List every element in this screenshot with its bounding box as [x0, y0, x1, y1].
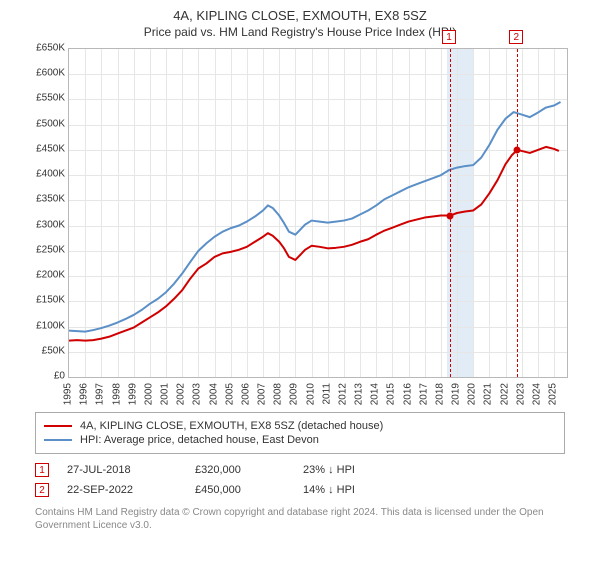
- x-axis-label: 2021: [483, 383, 494, 405]
- legend-item: 4A, KIPLING CLOSE, EXMOUTH, EX8 5SZ (det…: [44, 419, 556, 433]
- x-axis-label: 2001: [160, 383, 171, 405]
- sale-row-date: 27-JUL-2018: [67, 464, 177, 476]
- chart-title: 4A, KIPLING CLOSE, EXMOUTH, EX8 5SZ: [0, 8, 600, 23]
- y-axis-label: £600K: [36, 68, 65, 79]
- sale-marker-line: [517, 49, 518, 377]
- y-axis-label: £500K: [36, 118, 65, 129]
- x-axis-label: 2000: [143, 383, 154, 405]
- x-axis-label: 2022: [499, 383, 510, 405]
- line-series-svg: [69, 49, 567, 377]
- sale-row-price: £320,000: [195, 464, 285, 476]
- legend-box: 4A, KIPLING CLOSE, EXMOUTH, EX8 5SZ (det…: [35, 412, 565, 454]
- legend-swatch: [44, 439, 72, 441]
- x-axis-label: 2017: [418, 383, 429, 405]
- y-axis-label: £250K: [36, 244, 65, 255]
- x-axis-label: 2016: [402, 383, 413, 405]
- sale-marker-dot: [447, 212, 454, 219]
- x-axis-label: 2013: [354, 383, 365, 405]
- sale-row-delta: 14% ↓ HPI: [303, 484, 393, 496]
- sale-row: 2 22-SEP-2022 £450,000 14% ↓ HPI: [35, 480, 565, 500]
- y-axis-label: £550K: [36, 93, 65, 104]
- x-axis-label: 2020: [467, 383, 478, 405]
- x-axis-label: 2004: [208, 383, 219, 405]
- legend-swatch: [44, 425, 72, 427]
- x-axis-label: 1995: [63, 383, 74, 405]
- legend-label: HPI: Average price, detached house, East…: [80, 434, 319, 446]
- sale-row-date: 22-SEP-2022: [67, 484, 177, 496]
- sale-row-marker: 1: [35, 463, 49, 477]
- x-axis-label: 2018: [434, 383, 445, 405]
- x-axis-label: 2011: [321, 383, 332, 405]
- x-axis-label: 2024: [531, 383, 542, 405]
- plot-box: [68, 48, 568, 378]
- x-axis-label: 2006: [240, 383, 251, 405]
- series-line: [69, 147, 559, 341]
- y-axis-label: £650K: [36, 43, 65, 54]
- sale-row-price: £450,000: [195, 484, 285, 496]
- sale-marker-box: 2: [509, 30, 523, 44]
- sale-row-delta: 23% ↓ HPI: [303, 464, 393, 476]
- x-axis-label: 2009: [289, 383, 300, 405]
- y-axis-label: £150K: [36, 295, 65, 306]
- x-axis-label: 2014: [370, 383, 381, 405]
- y-axis-label: £50K: [42, 345, 65, 356]
- legend-item: HPI: Average price, detached house, East…: [44, 433, 556, 447]
- x-axis-label: 2010: [305, 383, 316, 405]
- y-axis-label: £300K: [36, 219, 65, 230]
- x-axis-label: 2005: [224, 383, 235, 405]
- y-axis-label: £400K: [36, 169, 65, 180]
- x-axis-label: 2012: [337, 383, 348, 405]
- legend-label: 4A, KIPLING CLOSE, EXMOUTH, EX8 5SZ (det…: [80, 420, 383, 432]
- attribution-text: Contains HM Land Registry data © Crown c…: [35, 506, 565, 532]
- chart-area: £0 £50K £100K £150K £200K £250K £300K £350K £400…: [20, 43, 580, 408]
- x-axis-label: 2025: [548, 383, 559, 405]
- sale-row: 1 27-JUL-2018 £320,000 23% ↓ HPI: [35, 460, 565, 480]
- sale-marker-box: 1: [442, 30, 456, 44]
- y-axis-label: £200K: [36, 270, 65, 281]
- y-axis-label: £100K: [36, 320, 65, 331]
- x-axis-label: 2003: [192, 383, 203, 405]
- x-axis-label: 2008: [273, 383, 284, 405]
- x-axis-label: 1996: [79, 383, 90, 405]
- series-line: [69, 102, 561, 332]
- x-axis-label: 2002: [176, 383, 187, 405]
- sale-row-marker: 2: [35, 483, 49, 497]
- y-axis-label: £0: [54, 371, 65, 382]
- y-axis-label: £350K: [36, 194, 65, 205]
- sale-marker-dot: [514, 146, 521, 153]
- x-axis-label: 2007: [257, 383, 268, 405]
- y-axis-label: £450K: [36, 143, 65, 154]
- x-axis-label: 1997: [95, 383, 106, 405]
- x-axis-label: 1999: [127, 383, 138, 405]
- x-axis-label: 2019: [451, 383, 462, 405]
- x-axis-label: 2023: [515, 383, 526, 405]
- x-axis-label: 2015: [386, 383, 397, 405]
- sales-table: 1 27-JUL-2018 £320,000 23% ↓ HPI 2 22-SEP-202…: [35, 460, 565, 500]
- x-axis-label: 1998: [111, 383, 122, 405]
